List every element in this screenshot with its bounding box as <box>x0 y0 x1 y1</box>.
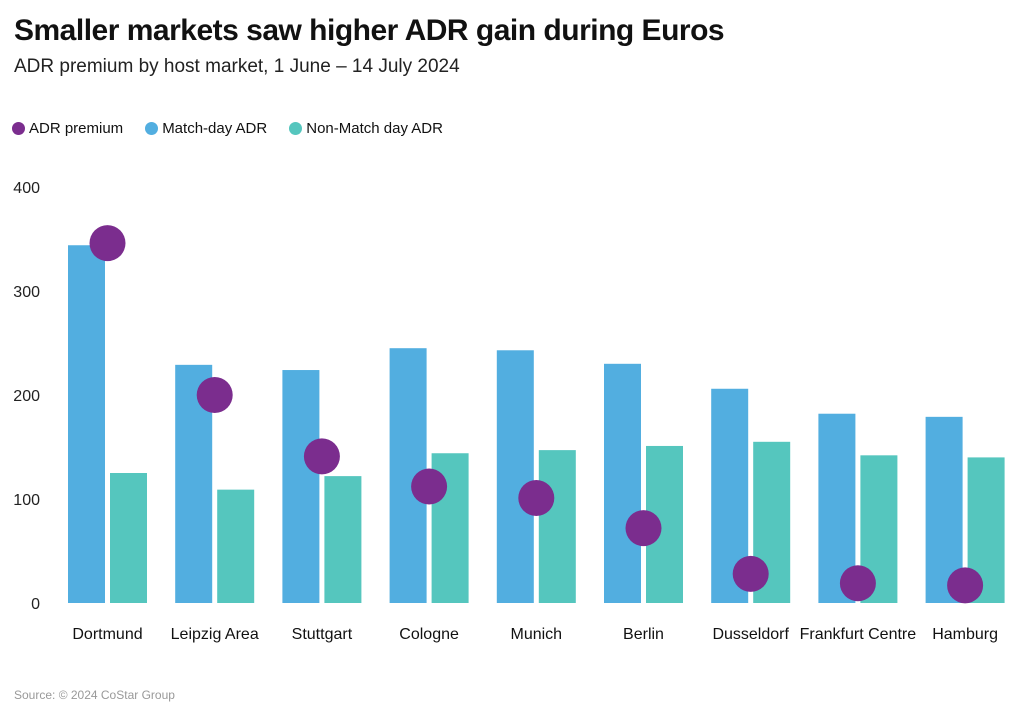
legend-label: ADR premium <box>29 120 124 137</box>
bar-match-day <box>496 350 534 603</box>
y-tick-label: 400 <box>13 180 40 197</box>
dot-adr-premium <box>732 555 769 592</box>
bar-non-match-day <box>110 473 147 603</box>
chart-subtitle: ADR premium by host market, 1 June – 14 … <box>14 56 460 77</box>
dot-adr-premium <box>518 479 555 516</box>
bar-match-day <box>604 363 641 603</box>
x-tick-label: Cologne <box>399 626 459 643</box>
legend-label: Non-Match day ADR <box>306 120 443 137</box>
y-tick-label: 200 <box>13 388 40 405</box>
legend-swatch-adr-premium <box>12 122 25 135</box>
dot-adr-premium <box>947 567 984 604</box>
bar-match-day <box>282 370 320 603</box>
legend-label: Match-day ADR <box>162 120 268 137</box>
x-tick-label: Hamburg <box>932 626 998 643</box>
legend-item-adr-premium: ADR premium <box>12 120 123 137</box>
x-tick-label: Berlin <box>623 626 664 643</box>
bar-non-match-day <box>324 476 362 603</box>
x-tick-label: Stuttgart <box>292 626 353 643</box>
chart-title: Smaller markets saw higher ADR gain duri… <box>14 14 725 47</box>
legend-swatch-non-match-day <box>289 122 303 135</box>
dot-adr-premium <box>411 468 448 505</box>
x-tick-label: Frankfurt Centre <box>800 626 917 643</box>
legend-swatch-match-day <box>145 122 159 135</box>
dot-adr-premium <box>89 225 126 262</box>
dot-adr-premium <box>196 377 233 413</box>
dot-adr-premium <box>625 510 662 547</box>
y-tick-label: 100 <box>13 492 40 509</box>
source-note: Source: © 2024 CoStar Group <box>14 688 175 702</box>
legend-item-match-day: Match-day ADR <box>145 120 267 137</box>
legend-item-non-match-day: Non-Match day ADR <box>289 120 443 137</box>
bar-match-day <box>68 245 105 604</box>
bar-non-match-day <box>217 489 255 603</box>
x-tick-label: Munich <box>511 626 563 643</box>
x-tick-label: Dusseldorf <box>712 626 789 643</box>
dot-adr-premium <box>839 565 876 602</box>
legend: ADR premium Match-day ADR Non-Match day … <box>12 120 443 137</box>
y-tick-label: 0 <box>31 596 40 613</box>
y-tick-label: 300 <box>13 284 40 301</box>
dot-adr-premium <box>303 438 340 475</box>
bar-non-match-day <box>538 450 576 603</box>
x-tick-label: Dortmund <box>72 626 142 643</box>
x-tick-label: Leipzig Area <box>171 626 259 643</box>
